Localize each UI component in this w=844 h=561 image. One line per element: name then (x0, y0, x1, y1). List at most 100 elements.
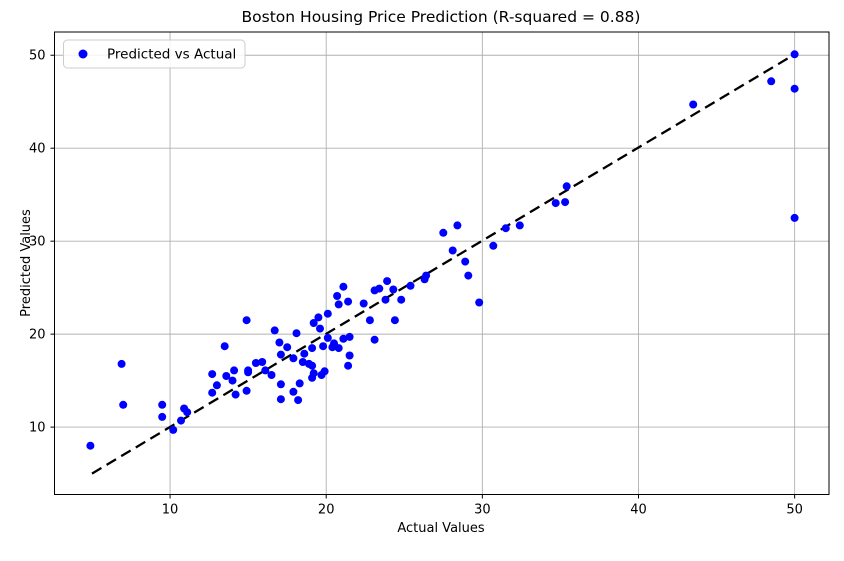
y-tick-label: 10 (29, 421, 46, 436)
scatter-point (158, 412, 167, 421)
scatter-point (345, 351, 354, 360)
scatter-point (334, 300, 343, 309)
scatter-point (242, 316, 251, 325)
scatter-point (333, 292, 342, 300)
y-tick-label: 50 (29, 49, 46, 64)
scatter-point (320, 367, 329, 376)
scatter-point (267, 371, 276, 379)
scatter-point (390, 316, 399, 325)
scatter-point (289, 354, 298, 363)
scatter-point (790, 50, 799, 59)
scatter-point (292, 329, 301, 338)
scatter-point (276, 380, 285, 389)
scatter-point (515, 221, 524, 230)
scatter-point (251, 359, 260, 367)
x-tick-label: 50 (786, 503, 803, 518)
scatter-point (359, 299, 368, 308)
scatter-point (275, 338, 284, 347)
x-tick-label: 10 (162, 503, 179, 518)
scatter-point (276, 395, 285, 404)
scatter-point (323, 333, 332, 342)
grid-lines (54, 32, 829, 495)
legend-box (63, 39, 246, 69)
scatter-point (86, 441, 95, 450)
legend-label: Predicted vs Actual (107, 47, 236, 63)
scatter-point (258, 358, 267, 366)
scatter-point (448, 246, 457, 255)
scatter-point (489, 241, 498, 250)
scatter-point (119, 400, 128, 409)
scatter-point (501, 224, 510, 233)
scatter-point (344, 361, 353, 370)
scatter-point (308, 361, 317, 370)
scatter-point (464, 271, 473, 280)
scatter-point (365, 316, 374, 325)
scatter-point (551, 199, 560, 208)
scatter-point (294, 396, 303, 405)
scatter-point (276, 350, 285, 359)
scatter-point (461, 257, 470, 266)
y-tick-label: 30 (29, 235, 46, 250)
scatter-point (298, 358, 307, 366)
scatter-point (117, 359, 126, 368)
scatter-point (289, 387, 298, 396)
x-axis-label: Actual Values (397, 521, 485, 536)
scatter-point (300, 349, 309, 358)
scatter-point (790, 213, 799, 222)
scatter-point (439, 228, 448, 237)
scatter-points (86, 50, 799, 450)
scatter-point (212, 381, 221, 390)
legend-marker-icon (78, 49, 88, 59)
scatter-point (222, 372, 231, 380)
scatter-point (242, 386, 251, 395)
scatter-point (177, 416, 185, 425)
plot-border (54, 31, 830, 495)
scatter-point (339, 334, 348, 343)
x-tick-label: 20 (318, 503, 335, 518)
scatter-point (389, 285, 398, 294)
scatter-point (244, 368, 253, 377)
x-tick-label: 30 (474, 503, 491, 518)
scatter-point (208, 388, 217, 397)
scatter-point (406, 281, 415, 290)
scatter-point (381, 295, 390, 304)
scatter-point (283, 343, 292, 352)
scatter-point (344, 297, 353, 306)
scatter-point (561, 198, 570, 207)
y-axis-label: Predicted Values (19, 209, 34, 317)
scatter-point (383, 277, 392, 286)
scatter-point (562, 182, 571, 191)
scatter-point (309, 319, 318, 327)
scatter-point (295, 379, 304, 388)
scatter-point (323, 309, 332, 318)
scatter-point (375, 284, 384, 293)
scatter-point (220, 342, 229, 351)
scatter-point (309, 369, 318, 378)
y-tick-label: 20 (29, 328, 46, 343)
axis-ticks: 10 20 30 40 50 10 20 30 40 50 (29, 49, 803, 518)
scatter-point (316, 324, 324, 333)
scatter-point (270, 326, 279, 335)
scatter-point (475, 298, 484, 307)
scatter-point (422, 271, 431, 280)
scatter-point (230, 366, 239, 375)
scatter-point (345, 332, 354, 341)
scatter-point (397, 295, 406, 304)
scatter-point (319, 342, 328, 351)
scatter-point (339, 282, 348, 291)
y-tick-label: 40 (29, 142, 46, 157)
scatter-point (261, 366, 270, 375)
scatter-point (767, 77, 776, 86)
scatter-point (334, 344, 343, 353)
scatter-point (308, 344, 317, 353)
scatter-point (314, 313, 323, 322)
scatter-point (689, 100, 698, 109)
x-tick-label: 40 (630, 503, 647, 518)
scatter-point (208, 370, 217, 379)
scatter-point (790, 84, 799, 93)
chart-title: Boston Housing Price Prediction (R-squar… (242, 8, 641, 26)
scatter-point (169, 425, 178, 434)
legend: Predicted vs Actual (63, 39, 246, 69)
